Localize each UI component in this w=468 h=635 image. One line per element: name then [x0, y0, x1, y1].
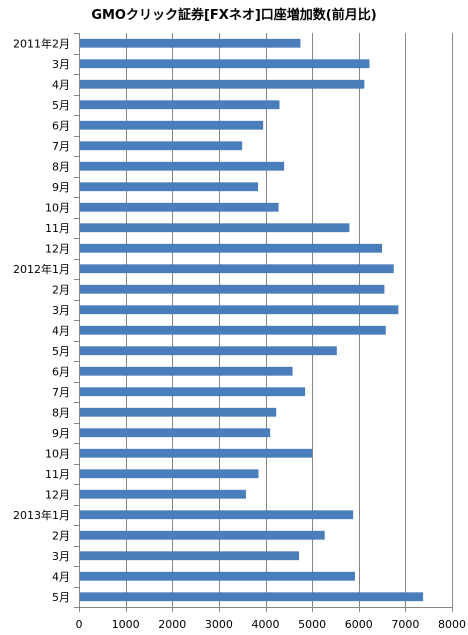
bar-23: [79, 489, 246, 499]
y-tick-label-6: 7月: [52, 140, 70, 153]
y-tick-label-20: 9月: [52, 427, 70, 440]
y-tick-label-16: 5月: [52, 345, 70, 358]
y-tick-label-28: 5月: [52, 591, 70, 604]
y-tick-label-8: 9月: [52, 181, 70, 194]
bar-20: [79, 428, 271, 438]
x-tick-label-3000: 3000: [205, 618, 233, 631]
bar-28: [79, 592, 424, 602]
x-tick-label-2000: 2000: [158, 618, 186, 631]
y-tick-label-24: 2013年1月: [13, 508, 70, 522]
y-tick-label-4: 5月: [52, 99, 70, 112]
y-tick-label-21: 10月: [45, 447, 70, 460]
bar-11: [79, 243, 383, 253]
x-tick-label-1000: 1000: [112, 618, 140, 631]
bar-9: [79, 202, 279, 212]
bar-4: [79, 100, 280, 110]
y-tick-label-14: 3月: [52, 304, 70, 317]
y-tick-label-17: 6月: [52, 365, 70, 378]
y-tick-label-13: 2月: [52, 283, 70, 296]
chart-title: GMOクリック証券[FXネオ]口座増加数(前月比): [91, 8, 377, 23]
bar-10: [79, 223, 350, 233]
bar-16: [79, 346, 337, 356]
bar-15: [79, 325, 386, 335]
bar-13: [79, 284, 385, 294]
bar-3: [79, 79, 365, 89]
y-tick-label-1: 2011年2月: [13, 36, 70, 50]
bar-8: [79, 182, 259, 192]
y-tick-label-25: 2月: [52, 529, 70, 542]
bar-19: [79, 407, 277, 417]
y-tick-label-19: 8月: [52, 406, 70, 419]
bar-2: [79, 59, 370, 69]
bar-14: [79, 305, 399, 315]
y-tick-label-5: 6月: [52, 119, 70, 132]
bar-12: [79, 264, 394, 274]
bar-27: [79, 571, 356, 581]
bar-18: [79, 387, 306, 397]
y-tick-label-2: 3月: [52, 58, 70, 71]
bar-26: [79, 551, 300, 561]
x-tick-label-7000: 7000: [391, 618, 419, 631]
x-tick-label-0: 0: [76, 618, 83, 631]
y-tick-label-26: 3月: [52, 550, 70, 563]
y-tick-label-10: 11月: [45, 222, 70, 235]
bar-1: [79, 38, 301, 48]
y-tick-label-22: 11月: [45, 468, 70, 481]
x-tick-label-5000: 5000: [298, 618, 326, 631]
y-tick-label-12: 2012年1月: [13, 262, 70, 276]
y-tick-label-18: 7月: [52, 386, 70, 399]
bar-21: [79, 448, 313, 458]
y-tick-label-11: 12月: [45, 242, 70, 255]
x-tick-label-4000: 4000: [252, 618, 280, 631]
bar-5: [79, 120, 264, 130]
bar-22: [79, 469, 259, 479]
y-tick-label-27: 4月: [52, 570, 70, 583]
y-tick-label-15: 4月: [52, 324, 70, 337]
y-tick-label-3: 4月: [52, 78, 70, 91]
x-tick-label-6000: 6000: [345, 618, 373, 631]
y-tick-label-9: 10月: [45, 201, 70, 214]
x-tick-label-8000: 8000: [438, 618, 466, 631]
y-tick-label-7: 8月: [52, 160, 70, 173]
bar-6: [79, 141, 243, 151]
bar-7: [79, 161, 285, 171]
bar-24: [79, 510, 354, 520]
bar-25: [79, 530, 325, 540]
bar-17: [79, 366, 293, 376]
y-tick-label-23: 12月: [45, 488, 70, 501]
